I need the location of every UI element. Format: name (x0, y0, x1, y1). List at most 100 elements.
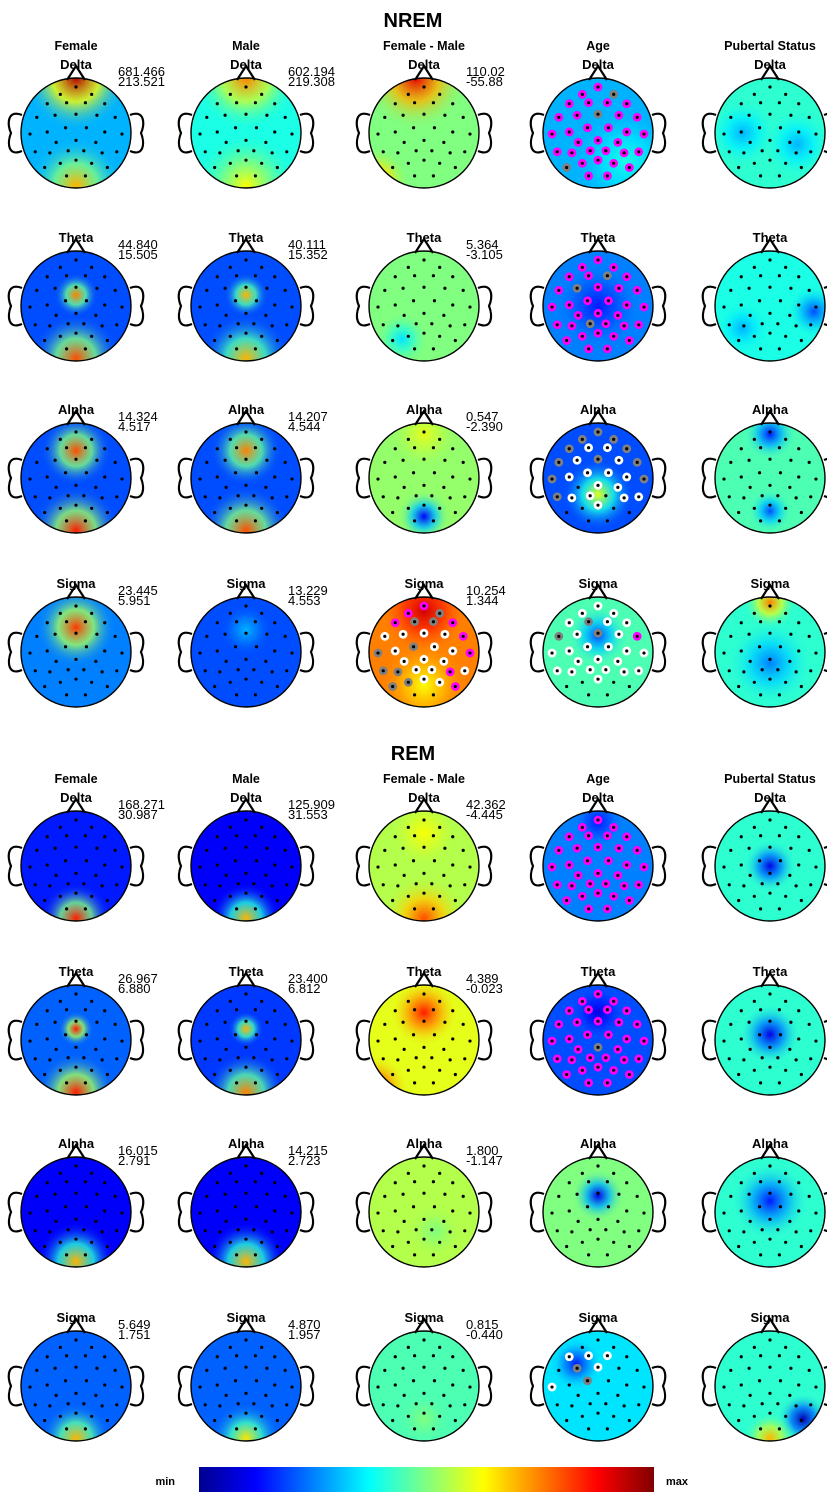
electrode-dot (215, 130, 219, 134)
electrode-dot (393, 1181, 397, 1185)
electrode-dot (260, 506, 264, 510)
electrode-dot (260, 161, 264, 165)
electrode-dot (275, 338, 279, 343)
left-ear-outline (701, 845, 717, 887)
electrode-dot (550, 1211, 554, 1215)
electrode-dot (448, 496, 452, 500)
electrode-dot (90, 611, 94, 615)
electrode-dot (442, 1219, 446, 1224)
electrode-dot (565, 165, 569, 170)
electrode-dot (422, 85, 426, 89)
electrode-dot (742, 1404, 746, 1408)
column-label: Male (232, 772, 260, 786)
electrode-dot (622, 1058, 626, 1062)
electrode-dot (253, 174, 258, 178)
topo-map (7, 796, 145, 922)
electrode-dot (103, 475, 107, 479)
electrode-dot (228, 894, 232, 898)
electrode-dot (637, 1057, 641, 1061)
electrode-dot (625, 275, 629, 279)
electrode-dot (381, 883, 385, 887)
electrode-dot (275, 684, 279, 689)
electrode-dot (642, 1039, 646, 1043)
electrode-dot (555, 495, 559, 499)
electrode-dot (376, 1385, 380, 1389)
electrode-dot (234, 620, 239, 624)
electrode-dot (94, 1393, 98, 1398)
electrode-dot (53, 846, 57, 850)
electrode-dot (737, 338, 741, 343)
electrode-dot (234, 347, 239, 351)
electrode-dot (381, 495, 385, 499)
electrode-dot (727, 323, 731, 327)
band-label: Sigma (578, 576, 618, 591)
electrode-dot (74, 992, 78, 996)
electrode-dot (401, 1192, 405, 1196)
electrode-dot (228, 1414, 232, 1418)
left-ear-outline (177, 1019, 193, 1061)
electrode-dot (616, 873, 620, 878)
electrode-dot (273, 475, 277, 479)
electrode-dot (203, 1403, 207, 1407)
electrode-dot (244, 1338, 248, 1342)
electrode-dot (431, 1354, 436, 1358)
electrode-dot (63, 1379, 68, 1383)
electrode-dot (53, 1366, 57, 1370)
electrode-dot (752, 611, 756, 615)
electrode-dot (586, 519, 591, 523)
electrode-dot (742, 1230, 746, 1234)
electrode-dot (596, 845, 600, 849)
column-label: Pubertal Status (724, 772, 816, 786)
electrode-dot (64, 907, 69, 911)
electrode-dot (412, 1008, 417, 1012)
electrode-dot (565, 898, 569, 903)
topo-map (177, 582, 315, 708)
electrode-dot (606, 859, 611, 863)
topo-surface (369, 1331, 479, 1441)
electrode-dot (625, 649, 629, 653)
electrode-dot (605, 907, 610, 911)
electrode-dot (53, 458, 57, 462)
electrode-dot (768, 503, 772, 507)
electrode-dot (565, 1418, 569, 1423)
electrode-dot (760, 1228, 764, 1232)
electrode-dot (777, 834, 782, 838)
electrode-dot (739, 835, 743, 839)
electrode-dot (228, 999, 232, 1003)
electrode-dot (642, 865, 646, 869)
electrode-dot (612, 894, 616, 898)
electrode-dot (777, 1427, 782, 1431)
topo-activity-region (23, 78, 129, 131)
electrode-dot (28, 477, 32, 481)
electrode-dot (814, 1211, 818, 1215)
electrode-dot (642, 1211, 646, 1215)
electrode-dot (224, 873, 228, 878)
electrode-dot (468, 1385, 472, 1389)
electrode-dot (402, 659, 406, 664)
band-label: Delta (60, 790, 93, 805)
electrode-dot (203, 883, 207, 887)
electrode-dot (95, 1020, 99, 1024)
left-ear-outline (529, 457, 545, 499)
electrode-dot (443, 632, 447, 636)
electrode-dot (768, 1338, 772, 1342)
nose-outline (414, 796, 434, 814)
right-ear-outline (299, 457, 315, 499)
topo-map (701, 408, 827, 534)
electrode-dot (283, 288, 287, 292)
band-label: Theta (581, 964, 616, 979)
electrode-dot (722, 1039, 726, 1043)
electrode-dot (432, 126, 437, 130)
electrode-dot (468, 305, 472, 309)
electrode-dot (285, 495, 289, 499)
electrode-dot (431, 446, 436, 450)
electrode-dot (265, 286, 269, 290)
electrode-dot (557, 460, 561, 464)
electrode-dot (244, 258, 248, 262)
electrode-dot (244, 331, 248, 335)
electrode-dot (550, 865, 554, 869)
electrode-dot (422, 112, 426, 116)
electrode-dot (103, 649, 107, 653)
electrode-dot (215, 1355, 219, 1359)
electrode-dot (64, 1253, 69, 1257)
